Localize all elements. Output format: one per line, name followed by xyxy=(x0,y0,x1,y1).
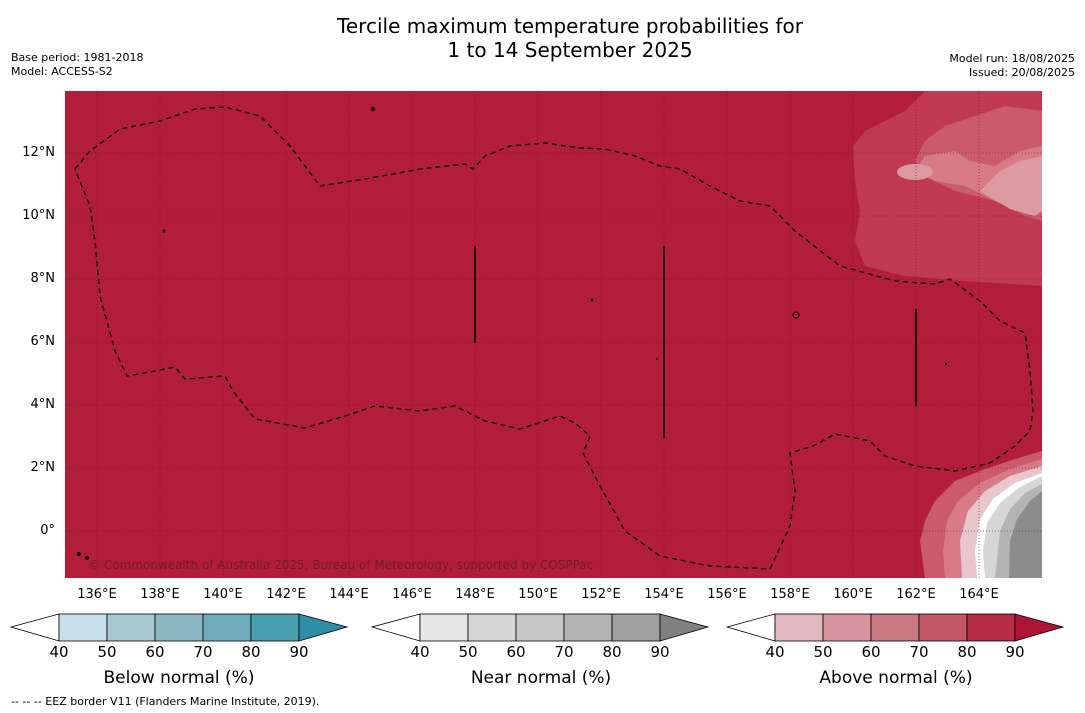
near-swatch-80 xyxy=(611,613,661,642)
above-tick-80: 80 xyxy=(957,643,977,661)
below-normal-label: Below normal (%) xyxy=(103,668,255,688)
above-swatch-60 xyxy=(870,613,920,642)
model-run: Model run: 18/08/2025 xyxy=(949,52,1075,65)
issued-date: Issued: 20/08/2025 xyxy=(968,66,1075,79)
lon-label-152e: 152°E xyxy=(581,587,621,602)
near-normal-label: Near normal (%) xyxy=(470,668,612,688)
near-swatch-50 xyxy=(467,613,517,642)
meta-left: Base period: 1981-2018 Model: ACCESS-S2 xyxy=(11,51,143,79)
probability-map[interactable] xyxy=(65,91,1042,578)
lat-label-4n: 4°N xyxy=(30,397,56,412)
title-line-1: Tercile maximum temperature probabilitie… xyxy=(337,14,803,38)
below-arrow-left xyxy=(10,613,60,642)
model-name: Model: ACCESS-S2 xyxy=(11,65,113,78)
above-normal-40-region xyxy=(980,156,1042,216)
below-tick-60: 60 xyxy=(145,643,165,661)
lat-label-6n: 6°N xyxy=(30,334,56,349)
lat-label-2n: 2°N xyxy=(30,460,56,475)
lat-label-8n: 8°N xyxy=(30,271,56,286)
near-tick-40: 40 xyxy=(410,643,430,661)
near-swatch-40 xyxy=(419,613,469,642)
near-tick-60: 60 xyxy=(506,643,526,661)
near-tick-80: 80 xyxy=(602,643,622,661)
map-gridlines xyxy=(65,91,1042,578)
colorbar-near-normal xyxy=(371,613,710,642)
lon-label-140e: 140°E xyxy=(203,587,243,602)
eez-footer-note: -- -- -- EEZ border V11 (Flanders Marine… xyxy=(11,695,320,708)
above-normal-patch xyxy=(897,164,933,180)
colorbar-below-normal xyxy=(10,613,349,642)
map-title: Tercile maximum temperature probabilitie… xyxy=(270,14,870,62)
below-tick-40: 40 xyxy=(49,643,69,661)
below-tick-90: 90 xyxy=(289,643,309,661)
lon-label-150e: 150°E xyxy=(518,587,558,602)
lon-label-136e: 136°E xyxy=(77,587,117,602)
lon-label-142e: 142°E xyxy=(266,587,306,602)
colorbar-above-normal xyxy=(726,613,1065,642)
lon-label-138e: 138°E xyxy=(140,587,180,602)
eez-border xyxy=(74,106,1034,570)
below-tick-70: 70 xyxy=(193,643,213,661)
below-swatch-40 xyxy=(58,613,108,642)
near-swatch-60 xyxy=(515,613,565,642)
base-period: Base period: 1981-2018 xyxy=(11,51,144,64)
lon-label-144e: 144°E xyxy=(329,587,369,602)
lon-label-156e: 156°E xyxy=(707,587,747,602)
above-tick-90: 90 xyxy=(1005,643,1025,661)
contour-lines xyxy=(474,246,917,438)
lat-label-10n: 10°N xyxy=(22,208,55,223)
below-arrow-right xyxy=(298,613,349,642)
above-swatch-40 xyxy=(774,613,824,642)
below-swatch-50 xyxy=(106,613,156,642)
below-swatch-80 xyxy=(250,613,300,642)
lon-label-160e: 160°E xyxy=(833,587,873,602)
lat-label-0: 0° xyxy=(40,523,55,538)
below-swatch-70 xyxy=(202,613,252,642)
above-tick-40: 40 xyxy=(765,643,785,661)
below-tick-50: 50 xyxy=(97,643,117,661)
lon-label-162e: 162°E xyxy=(896,587,936,602)
near-tick-90: 90 xyxy=(650,643,670,661)
lon-label-154e: 154°E xyxy=(644,587,684,602)
title-line-2: 1 to 14 September 2025 xyxy=(447,38,693,62)
lon-label-164e: 164°E xyxy=(959,587,999,602)
above-swatch-50 xyxy=(822,613,872,642)
above-tick-60: 60 xyxy=(861,643,881,661)
near-normal-90-region xyxy=(1009,491,1042,578)
above-arrow-right xyxy=(1014,613,1065,642)
above-normal-label: Above normal (%) xyxy=(819,668,973,688)
near-tick-70: 70 xyxy=(554,643,574,661)
near-arrow-right xyxy=(659,613,710,642)
lat-label-12n: 12°N xyxy=(22,145,55,160)
above-arrow-left xyxy=(726,613,776,642)
meta-right: Model run: 18/08/2025 Issued: 20/08/2025 xyxy=(949,52,1075,80)
below-tick-80: 80 xyxy=(241,643,261,661)
island-markers xyxy=(77,107,948,560)
above-tick-70: 70 xyxy=(909,643,929,661)
above-tick-50: 50 xyxy=(813,643,833,661)
lon-label-158e: 158°E xyxy=(770,587,810,602)
above-swatch-70 xyxy=(918,613,968,642)
map-svg xyxy=(65,91,1042,578)
near-swatch-70 xyxy=(563,613,613,642)
above-swatch-80 xyxy=(966,613,1016,642)
lon-label-146e: 146°E xyxy=(392,587,432,602)
lon-label-148e: 148°E xyxy=(455,587,495,602)
below-swatch-60 xyxy=(154,613,204,642)
copyright-text: © Commonwealth of Australia 2025, Bureau… xyxy=(88,558,594,572)
near-arrow-left xyxy=(371,613,421,642)
near-tick-50: 50 xyxy=(458,643,478,661)
